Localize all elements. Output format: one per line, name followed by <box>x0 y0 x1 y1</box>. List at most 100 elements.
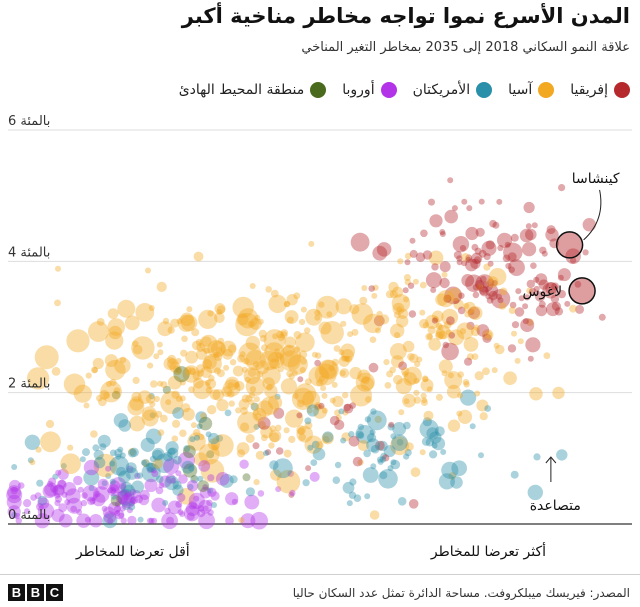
city-bubble <box>378 469 398 489</box>
city-bubble <box>357 432 365 439</box>
legend-label-americas: الأمريكتان <box>412 82 471 98</box>
city-bubble <box>50 485 58 493</box>
city-bubble <box>149 401 156 408</box>
city-bubble <box>150 380 158 388</box>
legend-swatch-pacific <box>310 82 327 98</box>
city-bubble <box>214 367 221 375</box>
city-bubble <box>150 467 157 474</box>
city-bubble <box>120 493 136 509</box>
city-bubble <box>345 355 353 363</box>
city-bubble <box>476 283 484 291</box>
city-bubble <box>392 302 405 315</box>
city-bubble <box>249 283 256 289</box>
city-bubble <box>331 381 338 388</box>
y-tick-label: 4 بالمئة <box>8 245 50 260</box>
city-bubble <box>311 440 320 449</box>
city-bubble <box>314 363 337 386</box>
city-bubble <box>93 456 106 469</box>
city-bubble <box>252 361 260 368</box>
city-bubble <box>374 415 382 423</box>
city-bubble <box>130 496 139 505</box>
city-bubble <box>405 442 414 451</box>
city-bubble <box>188 500 197 510</box>
city-bubble <box>319 360 339 380</box>
city-bubble <box>486 276 499 288</box>
city-bubble <box>321 392 328 399</box>
city-bubble <box>322 431 334 443</box>
city-bubble <box>531 222 538 229</box>
city-bubble <box>287 354 308 375</box>
city-bubble <box>438 359 453 374</box>
city-bubble <box>194 434 200 441</box>
city-bubble <box>296 399 305 408</box>
city-bubble <box>288 373 295 380</box>
city-bubble <box>116 466 127 477</box>
city-bubble <box>132 376 140 384</box>
city-bubble <box>193 452 208 467</box>
city-bubble <box>534 291 546 302</box>
city-bubble <box>465 254 473 262</box>
city-bubble <box>173 455 182 465</box>
city-bubble <box>429 214 443 228</box>
city-bubble <box>371 292 378 299</box>
city-bubble <box>546 225 556 235</box>
city-bubble <box>467 306 481 319</box>
city-bubble <box>92 357 104 370</box>
city-bubble <box>520 318 535 333</box>
city-bubble <box>297 376 304 383</box>
city-bubble <box>146 466 154 474</box>
city-bubble <box>291 370 298 377</box>
city-bubble <box>306 404 319 417</box>
city-bubble <box>403 296 410 303</box>
city-bubble <box>214 312 225 323</box>
city-bubble <box>457 306 466 315</box>
city-bubble <box>316 379 324 387</box>
city-bubble <box>141 463 161 483</box>
city-bubble <box>51 508 65 523</box>
city-bubble <box>101 480 108 487</box>
city-bubble <box>457 392 464 399</box>
city-bubble <box>109 455 130 476</box>
city-bubble <box>517 338 524 345</box>
city-bubble <box>196 343 206 352</box>
city-bubble <box>461 260 468 267</box>
city-bubble <box>264 342 285 363</box>
city-bubble <box>165 473 176 484</box>
city-bubble <box>177 509 184 516</box>
legend-item-europe: أوروبا <box>342 82 397 98</box>
city-bubble <box>131 391 142 403</box>
city-bubble <box>268 294 287 314</box>
city-bubble <box>165 399 172 406</box>
city-bubble <box>114 357 131 374</box>
city-bubble <box>14 512 21 520</box>
city-bubble <box>421 397 428 404</box>
city-bubble <box>438 473 455 490</box>
city-bubble <box>205 386 213 394</box>
city-bubble <box>347 331 354 338</box>
city-bubble <box>219 473 234 488</box>
city-bubble <box>141 459 150 468</box>
city-bubble <box>280 331 288 339</box>
city-bubble <box>355 372 375 392</box>
city-bubble <box>257 318 264 325</box>
city-bubble <box>494 344 505 355</box>
city-bubble <box>298 433 306 441</box>
city-bubble <box>98 397 107 407</box>
legend-swatch-asia <box>538 82 555 98</box>
city-bubble <box>286 316 294 324</box>
city-bubble <box>207 487 214 494</box>
legend-label-pacific: منطقة المحيط الهادئ <box>178 82 305 98</box>
city-bubble <box>207 340 226 358</box>
city-bubble <box>402 340 415 353</box>
city-bubble <box>37 495 48 506</box>
city-bubble <box>132 344 143 355</box>
city-bubble <box>338 355 350 367</box>
city-bubble <box>153 353 160 360</box>
city-bubble <box>393 374 403 385</box>
city-bubble <box>258 329 267 338</box>
city-bubble <box>348 491 357 499</box>
city-bubble <box>109 378 117 387</box>
city-bubble <box>94 490 101 498</box>
city-bubble <box>431 317 438 324</box>
city-bubble <box>60 463 67 469</box>
